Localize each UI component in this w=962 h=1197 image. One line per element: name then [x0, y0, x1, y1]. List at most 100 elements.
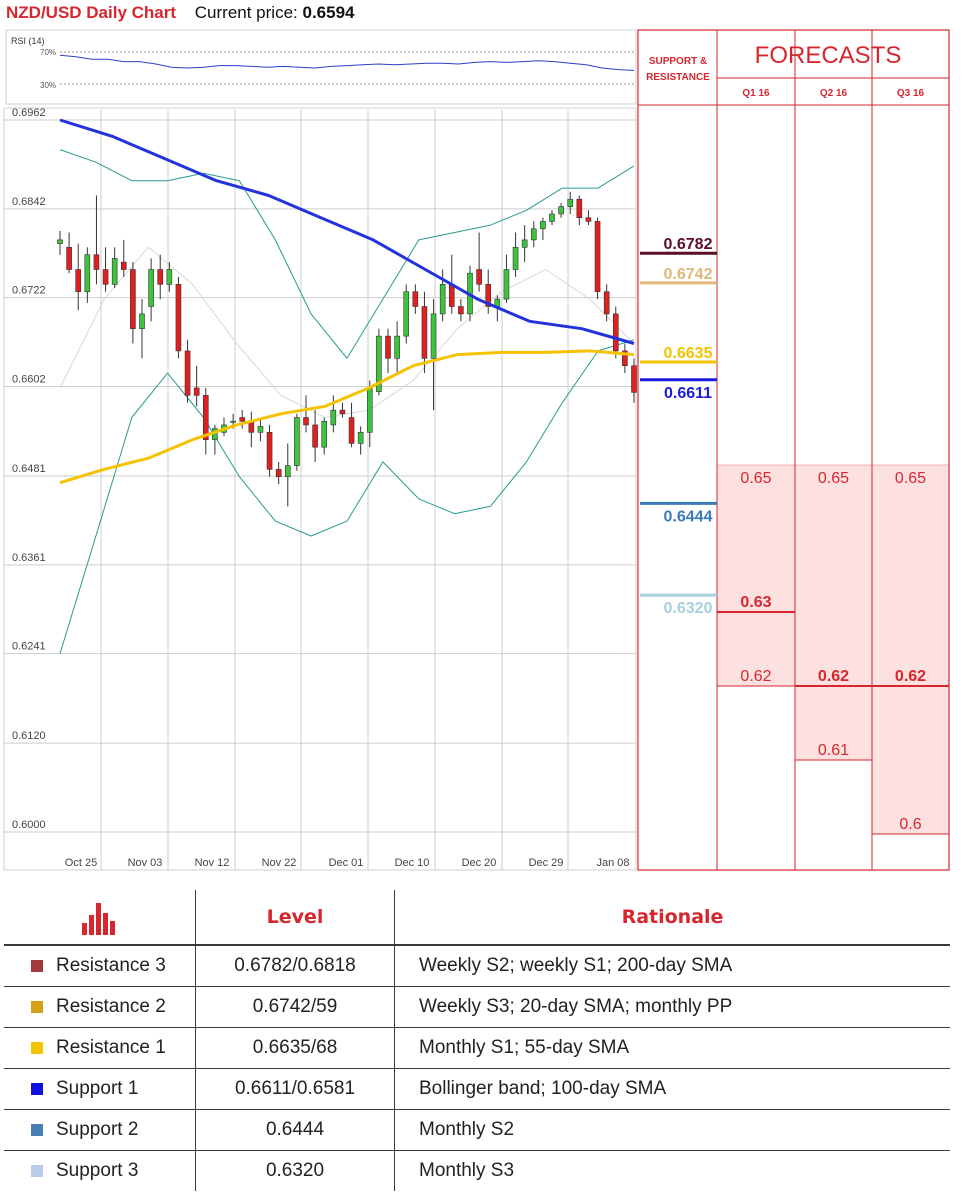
level-column-header: Level — [195, 890, 395, 946]
current-price-value: 0.6594 — [302, 3, 355, 22]
candle-up — [512, 247, 519, 270]
candle-down — [120, 261, 127, 270]
color-swatch — [31, 1042, 43, 1054]
rsi-title: RSI (14) — [11, 36, 45, 46]
candle-up — [330, 409, 337, 426]
y-tick-label: 0.6962 — [12, 107, 46, 119]
candle-up — [540, 221, 546, 230]
candle-down — [75, 269, 82, 293]
candle-down — [622, 350, 628, 367]
candle-down — [266, 432, 273, 470]
candle-up — [558, 206, 564, 215]
row-name: Resistance 1 — [56, 1037, 166, 1058]
color-swatch — [31, 960, 43, 972]
row-name: Resistance 3 — [56, 955, 166, 976]
candle-up — [394, 335, 400, 359]
candle-up — [57, 239, 63, 244]
row-name: Support 3 — [56, 1160, 139, 1181]
row-level: 0.6635/68 — [195, 1027, 395, 1069]
y-tick-label: 0.6361 — [12, 552, 46, 564]
color-swatch — [31, 1001, 43, 1013]
candle-down — [175, 284, 182, 352]
row-name: Support 2 — [56, 1119, 139, 1140]
forecast-high-value: 0.65 — [895, 470, 926, 487]
chart-title: NZD/USD Daily Chart — [6, 3, 177, 22]
sma20-line — [59, 246, 635, 418]
candle-up — [111, 258, 118, 285]
row-name: Resistance 2 — [56, 996, 166, 1017]
x-tick-label: Dec 29 — [529, 857, 564, 869]
candle-down — [448, 284, 455, 307]
candle-down — [303, 417, 309, 426]
candle-down — [184, 350, 191, 396]
table-row: Support 3 0.6320 Monthly S3 — [4, 1150, 950, 1191]
candle-up — [567, 198, 574, 207]
candle-down — [339, 409, 346, 415]
candle-down — [576, 198, 583, 218]
candle-down — [421, 306, 428, 359]
x-tick-label: Oct 25 — [65, 857, 97, 869]
sr-level-value: 0.6635 — [664, 345, 713, 362]
candle-down — [193, 387, 200, 396]
candle-up — [230, 420, 236, 423]
forecast-low-value: 0.61 — [818, 742, 849, 759]
chart-header: NZD/USD Daily Chart Current price: 0.659… — [6, 3, 354, 25]
candle-down — [485, 284, 492, 307]
candle-up — [139, 313, 145, 330]
row-rationale: Bollinger band; 100-day SMA — [394, 1068, 950, 1110]
candle-up — [321, 420, 328, 448]
candle-up — [503, 269, 510, 300]
bollinger-upper-line — [59, 149, 635, 359]
bar-chart-icon-cell — [4, 890, 196, 946]
color-swatch — [31, 1083, 43, 1095]
candle-down — [412, 291, 419, 307]
sr-level-value: 0.6444 — [664, 508, 713, 525]
y-tick-label: 0.6000 — [12, 819, 46, 831]
quarter-header: Q1 16 — [742, 88, 770, 99]
row-level: 0.6611/0.6581 — [195, 1068, 395, 1110]
candle-up — [366, 387, 373, 433]
x-tick-label: Jan 08 — [596, 857, 629, 869]
candle-down — [202, 395, 209, 441]
candle-up — [549, 213, 555, 222]
y-tick-label: 0.6481 — [12, 463, 46, 475]
y-tick-label: 0.6722 — [12, 285, 46, 297]
forecast-range-fill — [872, 465, 949, 834]
candle-up — [430, 313, 437, 359]
candle-down — [102, 269, 109, 285]
table-row: Resistance 2 0.6742/59 Weekly S3; 20-day… — [4, 986, 950, 1028]
candle-up — [294, 417, 300, 466]
row-level: 0.6320 — [195, 1150, 395, 1191]
candle-up — [84, 254, 91, 293]
sr-level-value: 0.6611 — [664, 385, 712, 402]
x-tick-label: Dec 20 — [462, 857, 497, 869]
table-row: Resistance 1 0.6635/68 Monthly S1; 55-da… — [4, 1027, 950, 1069]
sr-forecast-frame — [637, 29, 950, 871]
rsi-30-label: 30% — [40, 81, 56, 90]
table-row: Support 2 0.6444 Monthly S2 — [4, 1109, 950, 1151]
row-rationale: Weekly S3; 20-day SMA; monthly PP — [394, 986, 950, 1028]
chart-area: 0.6962 0.6842 0.6722 0.6602 0.6481 0.6361 0.62… — [3, 29, 950, 871]
row-level: 0.6444 — [195, 1109, 395, 1151]
row-level: 0.6782/0.6818 — [195, 945, 395, 987]
forecast-range-fill — [717, 465, 795, 686]
forecasts-title: FORECASTS — [755, 42, 902, 69]
sma200-line — [59, 118, 635, 345]
x-tick-label: Nov 22 — [262, 857, 297, 869]
x-tick-label: Nov 12 — [195, 857, 230, 869]
bollinger-lower-line — [59, 339, 635, 654]
x-tick-label: Dec 01 — [329, 857, 364, 869]
rsi-70-label: 70% — [40, 48, 56, 57]
candle-down — [612, 313, 619, 352]
rationale-column-header: Rationale — [394, 890, 950, 946]
forecast-high-value: 0.65 — [740, 470, 771, 487]
candle-up — [257, 426, 264, 433]
quarter-header: Q3 16 — [897, 88, 925, 99]
candle-down — [476, 269, 482, 285]
candle-up — [521, 239, 528, 248]
color-swatch — [31, 1124, 43, 1136]
sr-level-value: 0.6742 — [664, 266, 713, 283]
candle-down — [312, 424, 318, 448]
candle-down — [603, 291, 610, 315]
candle-down — [275, 469, 282, 478]
